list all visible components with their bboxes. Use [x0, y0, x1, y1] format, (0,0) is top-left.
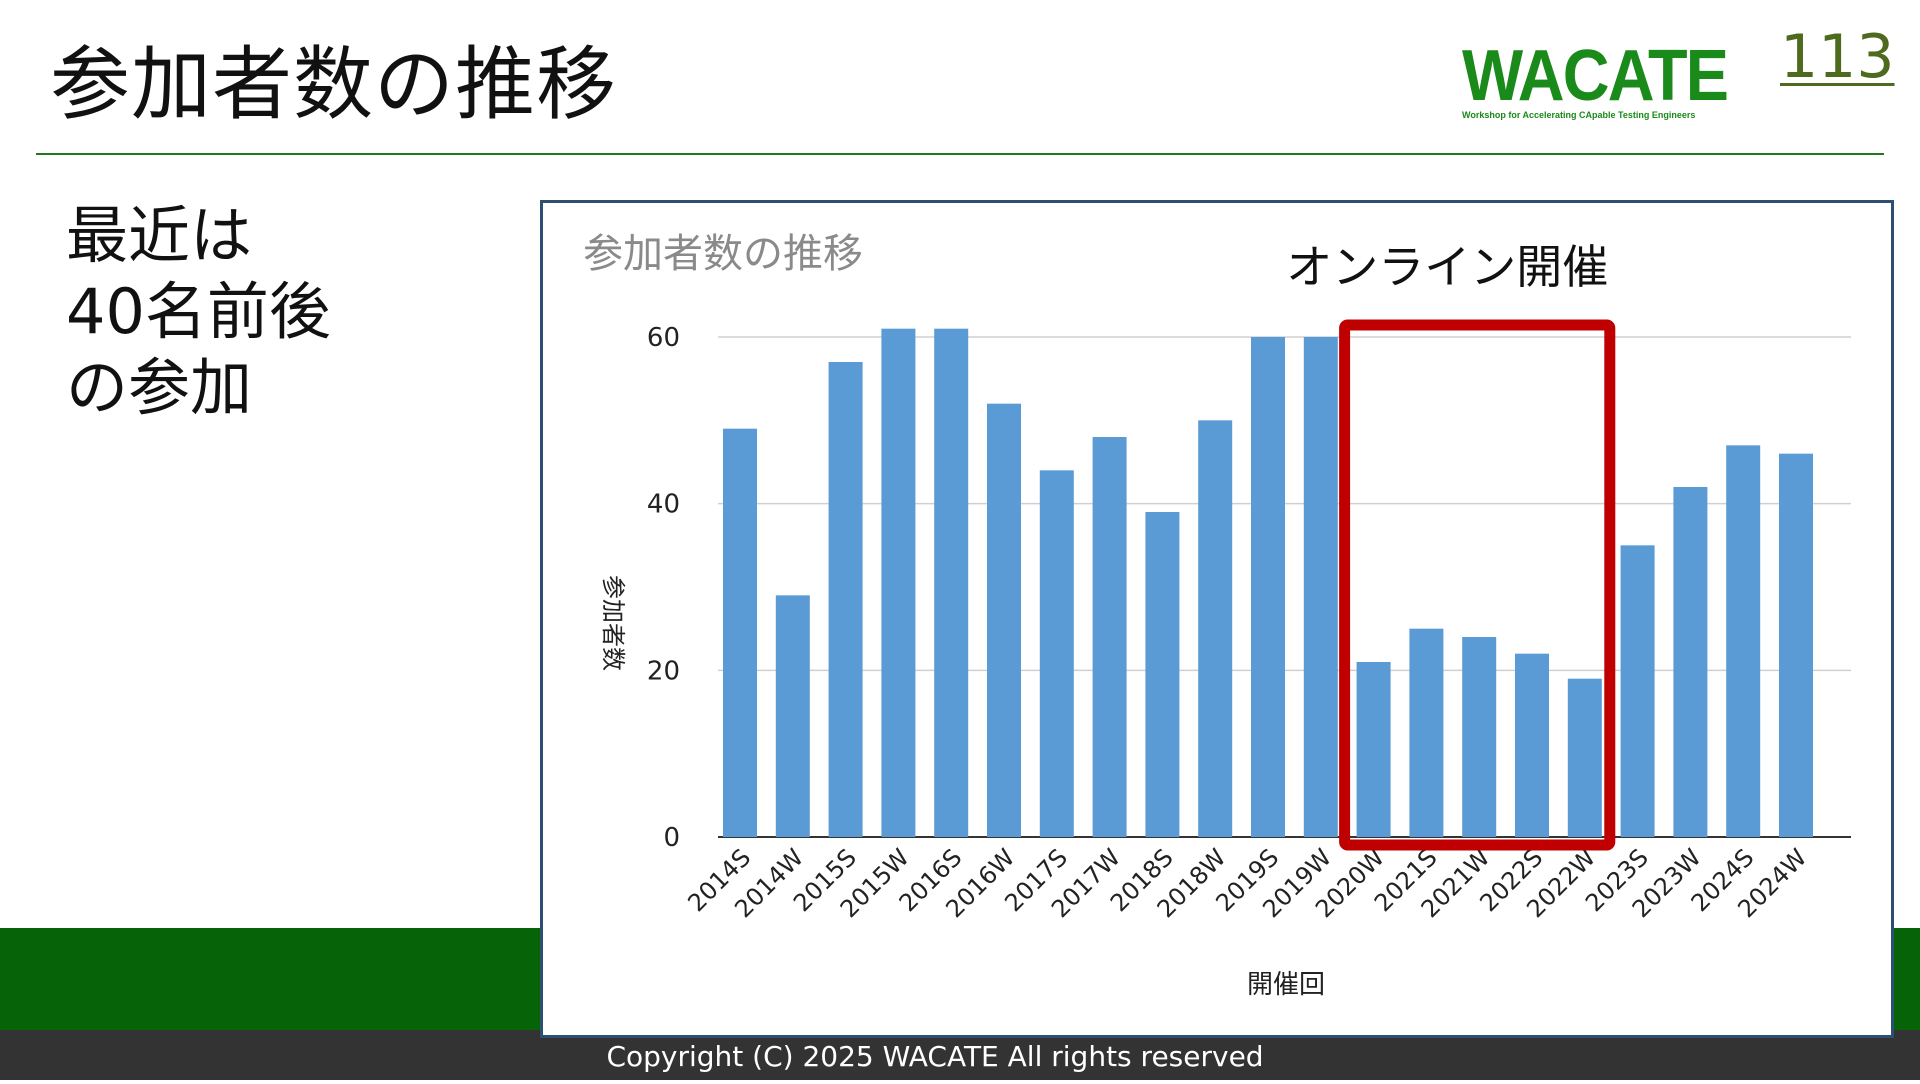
y-tick-label: 40 [647, 490, 680, 520]
x-axis-label: 開催回 [1247, 970, 1325, 1000]
bar-2021s [1409, 628, 1444, 837]
participants-bar-chart: 参加者数の推移0204060参加者数2014S2014W2015S2015W20… [583, 231, 1851, 1000]
y-tick-label: 20 [647, 656, 680, 686]
summary-note: 最近は 40名前後 の参加 [66, 198, 486, 426]
bar-2021w [1462, 637, 1497, 837]
wacate-logo: WACATE Workshop for Accelerating CApable… [1462, 36, 1729, 120]
bar-2018w [1198, 420, 1233, 837]
bar-2015w [881, 328, 916, 837]
slide-title: 参加者数の推移 [50, 38, 617, 131]
bar-2015s [828, 362, 863, 837]
bar-2020w [1356, 662, 1391, 837]
note-line: 最近は [66, 199, 253, 272]
bar-2019w [1303, 337, 1338, 837]
chart-frame: 参加者数の推移 0 20 40 60 参加者数 2014S 2014W 2015S 2015W 20… [540, 200, 1894, 1038]
page-number: 113 [1780, 22, 1895, 92]
note-line: 40名前後 [66, 275, 331, 348]
y-tick-label: 0 [663, 823, 680, 853]
bar-2023s [1620, 545, 1655, 837]
bar-2017s [1039, 470, 1074, 837]
y-tick-label: 60 [647, 323, 680, 353]
logo-word: WACATE [1462, 36, 1729, 116]
y-axis-label: 参加者数 [599, 575, 627, 671]
bar-2024w [1779, 453, 1813, 837]
bar-2016w [987, 403, 1021, 837]
logo-tagline: Workshop for Accelerating CApable Testin… [1462, 110, 1696, 120]
online-period-highlight-box [1339, 319, 1616, 851]
chart-title: 参加者数の推移 [583, 231, 863, 277]
bar-2016s [934, 328, 969, 837]
copyright-text: Copyright (C) 2025 WACATE All rights res… [606, 1040, 1264, 1073]
bar-2019s [1251, 337, 1285, 837]
bar-2022s [1515, 653, 1549, 837]
bar-2018s [1145, 512, 1180, 837]
bar-2024s [1726, 445, 1761, 837]
note-line: の参加 [66, 351, 253, 424]
bar-2022w [1567, 678, 1602, 837]
bar-2014w [775, 595, 810, 837]
bar-2014s [723, 428, 757, 837]
online-event-annotation: オンライン開催 [1286, 240, 1608, 294]
footer-bar [0, 1030, 1920, 1080]
bar-2017w [1092, 437, 1127, 837]
bar-2023w [1673, 487, 1708, 837]
title-divider [36, 153, 1884, 155]
